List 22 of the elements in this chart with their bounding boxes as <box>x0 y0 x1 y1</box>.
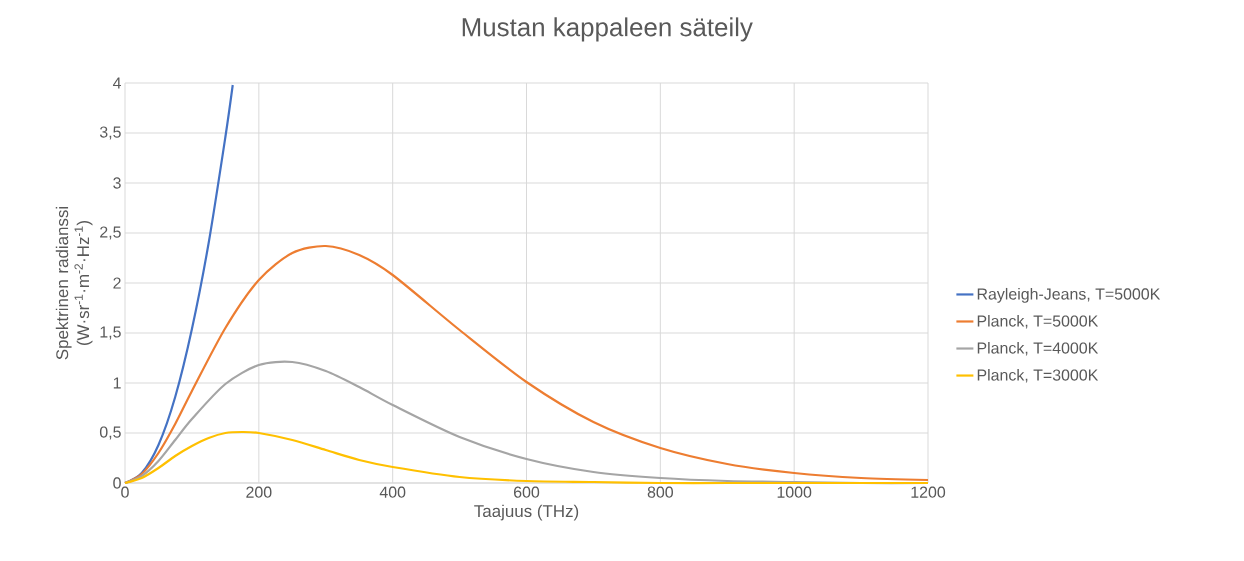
x-tick-label: 1200 <box>911 486 946 498</box>
x-tick-label: 400 <box>379 486 406 498</box>
x-tick-label: 800 <box>647 486 673 498</box>
legend-label: Planck, T=5000K <box>977 314 1099 329</box>
legend-label: Planck, T=3000K <box>977 369 1099 383</box>
x-tick-label: 0 <box>121 486 129 498</box>
y-tick-label: 4 <box>112 77 122 89</box>
y-tick-label: 1 <box>113 377 121 389</box>
x-axis-title: Taajuus (THz) <box>474 504 579 521</box>
x-tick-label: 600 <box>514 486 540 498</box>
y-tick-label: 3,5 <box>99 126 121 140</box>
x-tick-label: 200 <box>246 486 272 498</box>
y-tick-label: 2,5 <box>100 226 121 240</box>
x-tick-label: 1000 <box>777 486 812 498</box>
legend-label: Rayleigh-Jeans, T=5000K <box>977 287 1161 303</box>
legend-label: Planck, T=4000K <box>977 342 1099 356</box>
y-tick-label: 0 <box>113 477 121 489</box>
y-tick-label: 1,5 <box>100 326 121 340</box>
y-tick-label: 2 <box>113 277 121 289</box>
chart-title: Mustan kappaleen säteily <box>462 17 753 42</box>
y-tick-label: 3 <box>113 177 121 189</box>
y-tick-label: 0,5 <box>99 426 121 440</box>
